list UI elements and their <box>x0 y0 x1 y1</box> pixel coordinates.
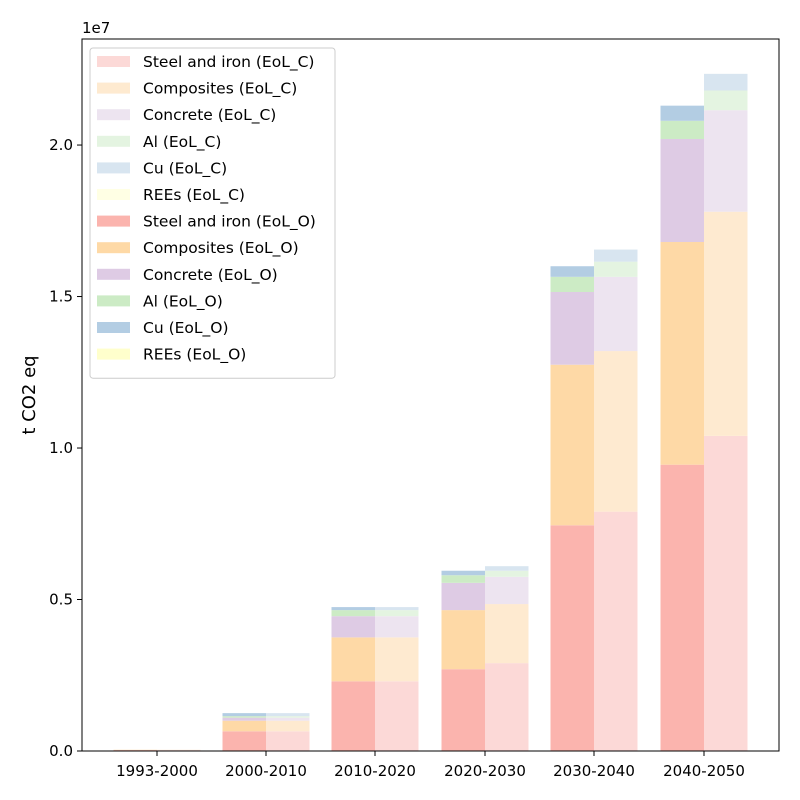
legend-label: REEs (EoL_C) <box>143 186 245 205</box>
bar-eol-o-2-1 <box>222 717 266 721</box>
bar-eol-o-4-4 <box>550 266 594 277</box>
bar-eol-o-2-2 <box>331 616 375 638</box>
bar-eol-c-2-4 <box>594 276 638 352</box>
bar-eol-o-2-4 <box>550 291 594 365</box>
bar-eol-c-4-2 <box>375 607 419 611</box>
legend-swatch <box>97 295 130 307</box>
legend-swatch <box>97 135 130 147</box>
legend-swatch <box>97 322 130 333</box>
legend-label: Steel and iron (EoL_C) <box>143 53 314 72</box>
x-tick-label: 1993-2000 <box>116 762 198 780</box>
bar-eol-o-3-5 <box>660 120 704 139</box>
legend-label: Steel and iron (EoL_O) <box>143 213 316 232</box>
bar-eol-c-3-1 <box>266 716 310 718</box>
bar-eol-c-1-4 <box>594 351 638 512</box>
y-tick-label: 1.0 <box>49 439 73 457</box>
bar-eol-c-2-1 <box>266 717 310 721</box>
bar-eol-c-2-3 <box>485 576 529 605</box>
bar-eol-o-1-4 <box>550 364 594 526</box>
bar-eol-c-1-1 <box>266 720 310 732</box>
legend-swatch <box>97 162 130 174</box>
legend-frame <box>89 47 336 379</box>
y-tick-label: 2.0 <box>49 136 73 154</box>
y-axis: 0.0 0.5 1.0 1.5 2.0 <box>49 136 82 760</box>
bar-eol-c-0-1 <box>266 731 310 751</box>
plot-frame <box>81 38 780 752</box>
bar-eol-c-4-4 <box>594 249 638 262</box>
bar-eol-o-1-2 <box>331 637 375 682</box>
x-tick-label: 2040-2050 <box>663 762 745 780</box>
bar-eol-o-2-3 <box>441 582 485 611</box>
y-axis-scale-label: 1e7 <box>82 19 110 37</box>
bar-eol-o-0-4 <box>550 525 594 751</box>
bar-eol-c-0-3 <box>485 663 529 751</box>
bar-eol-c-2-5 <box>704 110 748 212</box>
x-axis: 1993-2000 2000-2010 2010-2020 2020-2030 2030… <box>116 751 745 780</box>
legend-label: Cu (EoL_C) <box>143 159 227 178</box>
bar-eol-c-0-4 <box>594 511 638 751</box>
legend-label: Al (EoL_O) <box>143 292 223 311</box>
bar-eol-c-0-5 <box>704 435 748 751</box>
legend-swatch <box>97 215 130 227</box>
legend-swatch <box>97 189 130 200</box>
bar-eol-c-2-2 <box>375 616 419 638</box>
bar-eol-c-3-5 <box>704 90 748 111</box>
bar-eol-c-4-3 <box>485 566 529 571</box>
bar-eol-o-0-2 <box>331 681 375 751</box>
legend-swatch <box>97 242 130 254</box>
bar-eol-o-3-2 <box>331 610 375 617</box>
bar-eol-o-1-5 <box>660 242 704 465</box>
bar-eol-o-4-2 <box>331 607 375 611</box>
legend-label: Concrete (EoL_O) <box>143 266 278 285</box>
legend-swatch <box>97 56 130 67</box>
bar-eol-o-1-1 <box>222 720 266 732</box>
legend-swatch <box>97 109 130 121</box>
legend-label: REEs (EoL_O) <box>143 346 246 365</box>
y-tick-label: 0.5 <box>49 591 73 609</box>
bar-eol-c-3-4 <box>594 261 638 277</box>
bar-eol-o-4-5 <box>660 105 704 121</box>
legend-label: Concrete (EoL_C) <box>143 106 276 125</box>
x-tick-label: 2000-2010 <box>225 762 307 780</box>
bars-layer <box>113 73 748 751</box>
bar-eol-c-4-5 <box>704 73 748 91</box>
bar-eol-o-4-1 <box>222 713 266 717</box>
legend-label: Cu (EoL_O) <box>143 319 229 338</box>
x-tick-label: 2020-2030 <box>444 762 526 780</box>
bar-eol-c-1-3 <box>485 604 529 664</box>
legend-label: Composites (EoL_C) <box>143 80 297 99</box>
bar-eol-c-3-2 <box>375 610 419 617</box>
bar-eol-o-2-5 <box>660 138 704 242</box>
bar-eol-o-0-3 <box>441 669 485 751</box>
bar-eol-c-3-3 <box>485 570 529 577</box>
bar-eol-c-1-5 <box>704 211 748 436</box>
bar-eol-o-4-3 <box>441 570 485 576</box>
bar-eol-o-0-5 <box>660 464 704 751</box>
bar-eol-o-3-4 <box>550 276 594 292</box>
bar-eol-o-3-1 <box>222 716 266 718</box>
legend-swatch <box>97 348 130 360</box>
bar-eol-c-1-2 <box>375 637 419 682</box>
bar-eol-o-3-3 <box>441 575 485 583</box>
legend: Steel and iron (EoL_C) Composites (EoL_C)… <box>89 47 336 379</box>
y-axis-label: t CO2 eq <box>19 355 40 434</box>
bar-eol-o-0-1 <box>222 731 266 751</box>
legend-swatch <box>97 268 130 280</box>
y-tick-label: 0.0 <box>49 742 73 760</box>
legend-label: Al (EoL_C) <box>143 133 221 152</box>
legend-swatch <box>97 82 130 94</box>
legend-label: Composites (EoL_O) <box>143 239 299 258</box>
bar-eol-c-4-1 <box>266 713 310 717</box>
bar-eol-o-1-3 <box>441 610 485 670</box>
bar-eol-c-0-2 <box>375 681 419 751</box>
x-tick-label: 2030-2040 <box>553 762 635 780</box>
x-tick-label: 2010-2020 <box>334 762 416 780</box>
y-tick-label: 1.5 <box>49 288 73 306</box>
